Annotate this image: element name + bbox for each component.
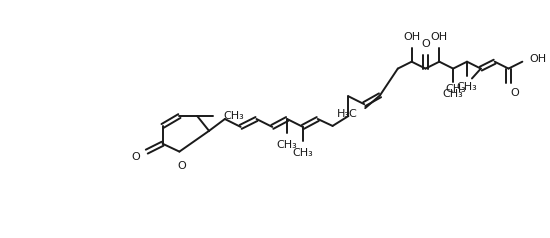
Text: O: O — [177, 160, 186, 170]
Text: O: O — [510, 88, 519, 98]
Text: CH₃: CH₃ — [224, 111, 245, 121]
Text: OH: OH — [431, 32, 448, 42]
Text: CH₃: CH₃ — [293, 148, 314, 158]
Text: CH₃: CH₃ — [446, 84, 466, 94]
Text: O: O — [421, 39, 430, 49]
Text: CH₃: CH₃ — [443, 89, 464, 99]
Text: CH₃: CH₃ — [277, 140, 298, 150]
Text: OH: OH — [529, 54, 546, 64]
Text: CH₃: CH₃ — [456, 82, 477, 92]
Text: OH: OH — [403, 32, 420, 42]
Text: O: O — [131, 152, 140, 162]
Text: H₃C: H₃C — [337, 109, 358, 119]
